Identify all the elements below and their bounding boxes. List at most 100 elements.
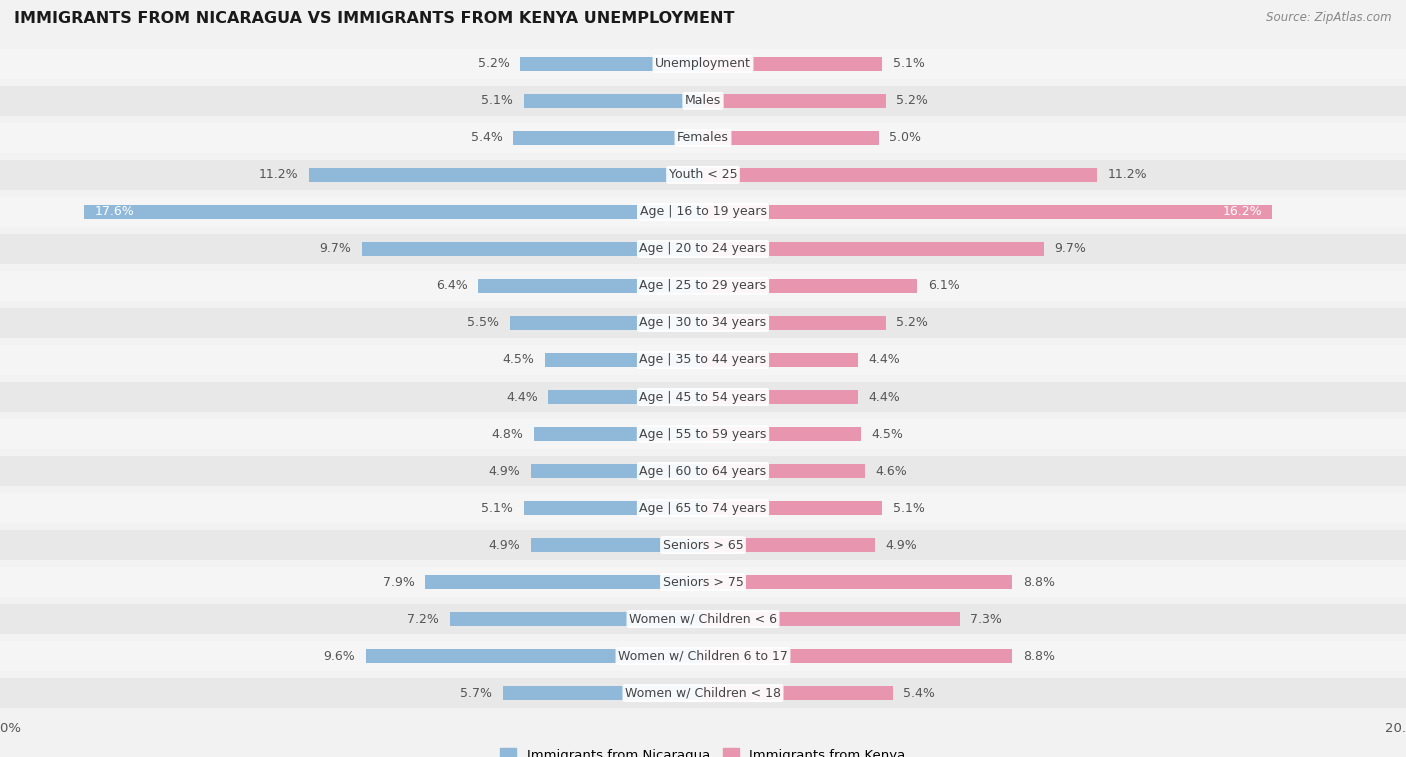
Bar	[703, 686, 893, 700]
Bar	[531, 537, 703, 553]
Text: 9.7%: 9.7%	[319, 242, 352, 255]
Bar	[425, 575, 703, 590]
Text: Women w/ Children 6 to 17: Women w/ Children 6 to 17	[619, 650, 787, 662]
Bar	[703, 316, 886, 330]
Text: Age | 16 to 19 years: Age | 16 to 19 years	[640, 205, 766, 219]
Bar	[0, 678, 1406, 709]
Bar	[703, 537, 875, 553]
Text: 5.1%: 5.1%	[481, 95, 513, 107]
Text: 9.6%: 9.6%	[323, 650, 354, 662]
Text: 5.0%: 5.0%	[889, 132, 921, 145]
Text: IMMIGRANTS FROM NICARAGUA VS IMMIGRANTS FROM KENYA UNEMPLOYMENT: IMMIGRANTS FROM NICARAGUA VS IMMIGRANTS …	[14, 11, 734, 26]
Text: 5.1%: 5.1%	[893, 58, 925, 70]
Bar	[703, 612, 960, 627]
Text: 4.4%: 4.4%	[506, 391, 537, 403]
Bar	[0, 48, 1406, 79]
Text: 4.9%: 4.9%	[886, 538, 918, 552]
Text: Age | 45 to 54 years: Age | 45 to 54 years	[640, 391, 766, 403]
Bar	[84, 204, 703, 220]
Bar	[0, 123, 1406, 153]
Bar	[703, 463, 865, 478]
Bar	[524, 500, 703, 516]
Text: 4.8%: 4.8%	[492, 428, 524, 441]
Text: 5.4%: 5.4%	[471, 132, 503, 145]
Legend: Immigrants from Nicaragua, Immigrants from Kenya: Immigrants from Nicaragua, Immigrants fr…	[501, 748, 905, 757]
Text: Unemployment: Unemployment	[655, 58, 751, 70]
Text: 5.2%: 5.2%	[897, 95, 928, 107]
Text: 11.2%: 11.2%	[1108, 169, 1147, 182]
Bar	[534, 427, 703, 441]
Bar	[503, 686, 703, 700]
Bar	[703, 241, 1043, 257]
Bar	[0, 641, 1406, 671]
Bar	[0, 86, 1406, 116]
Text: 16.2%: 16.2%	[1222, 205, 1261, 219]
Bar	[366, 649, 703, 663]
Text: 4.9%: 4.9%	[488, 465, 520, 478]
Text: 7.2%: 7.2%	[408, 612, 439, 625]
Text: 4.9%: 4.9%	[488, 538, 520, 552]
Bar	[309, 167, 703, 182]
Text: 4.6%: 4.6%	[875, 465, 907, 478]
Text: Age | 30 to 34 years: Age | 30 to 34 years	[640, 316, 766, 329]
Text: Males: Males	[685, 95, 721, 107]
Text: 7.3%: 7.3%	[970, 612, 1002, 625]
Bar	[450, 612, 703, 627]
Bar	[0, 567, 1406, 597]
Text: 9.7%: 9.7%	[1054, 242, 1087, 255]
Bar	[0, 456, 1406, 486]
Text: 4.5%: 4.5%	[872, 428, 904, 441]
Text: Females: Females	[678, 132, 728, 145]
Text: 8.8%: 8.8%	[1024, 575, 1054, 588]
Bar	[520, 57, 703, 71]
Text: Age | 35 to 44 years: Age | 35 to 44 years	[640, 354, 766, 366]
Bar	[513, 130, 703, 145]
Bar	[703, 167, 1097, 182]
Text: 4.4%: 4.4%	[869, 354, 900, 366]
Text: 5.2%: 5.2%	[478, 58, 510, 70]
Text: Age | 55 to 59 years: Age | 55 to 59 years	[640, 428, 766, 441]
Text: Youth < 25: Youth < 25	[669, 169, 737, 182]
Bar	[703, 353, 858, 367]
Text: 6.1%: 6.1%	[928, 279, 960, 292]
Text: 8.8%: 8.8%	[1024, 650, 1054, 662]
Text: Age | 20 to 24 years: Age | 20 to 24 years	[640, 242, 766, 255]
Bar	[0, 382, 1406, 412]
Bar	[531, 463, 703, 478]
Bar	[510, 316, 703, 330]
Bar	[0, 530, 1406, 560]
Text: 5.7%: 5.7%	[460, 687, 492, 699]
Text: Seniors > 65: Seniors > 65	[662, 538, 744, 552]
Bar	[703, 649, 1012, 663]
Text: Women w/ Children < 18: Women w/ Children < 18	[626, 687, 780, 699]
Bar	[524, 94, 703, 108]
Text: 5.4%: 5.4%	[904, 687, 935, 699]
Bar	[0, 271, 1406, 301]
Text: 5.1%: 5.1%	[481, 502, 513, 515]
Bar	[0, 160, 1406, 190]
Text: 4.5%: 4.5%	[502, 354, 534, 366]
Text: 5.2%: 5.2%	[897, 316, 928, 329]
Bar	[0, 308, 1406, 338]
Bar	[703, 390, 858, 404]
Text: 4.4%: 4.4%	[869, 391, 900, 403]
Text: Seniors > 75: Seniors > 75	[662, 575, 744, 588]
Text: 17.6%: 17.6%	[94, 205, 135, 219]
Bar	[703, 575, 1012, 590]
Bar	[0, 419, 1406, 449]
Text: Age | 65 to 74 years: Age | 65 to 74 years	[640, 502, 766, 515]
Bar	[703, 279, 917, 294]
Bar	[0, 493, 1406, 523]
Text: 7.9%: 7.9%	[382, 575, 415, 588]
Text: 11.2%: 11.2%	[259, 169, 299, 182]
Bar	[703, 130, 879, 145]
Bar	[548, 390, 703, 404]
Bar	[0, 604, 1406, 634]
Bar	[0, 234, 1406, 264]
Bar	[703, 427, 860, 441]
Text: 6.4%: 6.4%	[436, 279, 467, 292]
Bar	[703, 204, 1272, 220]
Bar	[703, 94, 886, 108]
Bar	[363, 241, 703, 257]
Text: 5.1%: 5.1%	[893, 502, 925, 515]
